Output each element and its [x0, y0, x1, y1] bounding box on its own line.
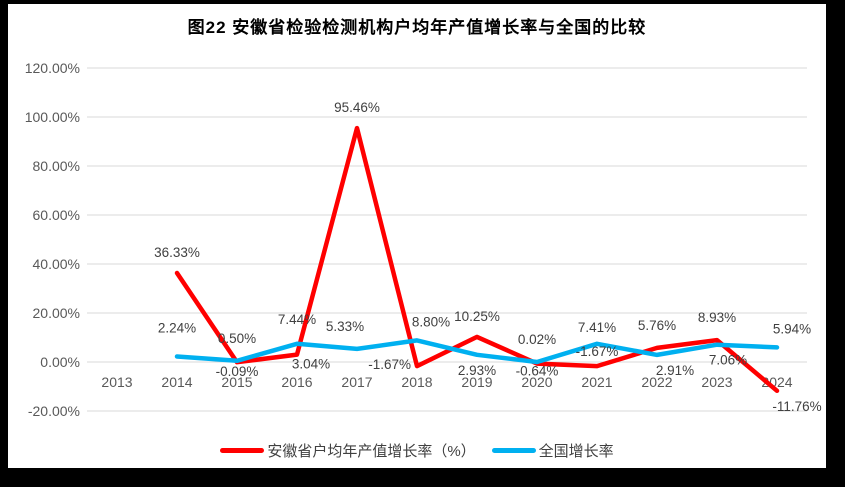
x-tick-label: 2015: [221, 374, 252, 390]
data-label-series-1: 7.44%: [278, 312, 316, 327]
legend-swatch-national-icon: [491, 448, 536, 453]
y-tick-label: 120.00%: [25, 60, 80, 76]
y-tick-label: 60.00%: [33, 207, 80, 223]
x-tick-label: 2013: [101, 374, 132, 390]
legend: 安徽省户均年产值增长率（%） 全国增长率: [8, 440, 826, 461]
legend-label-anhui: 安徽省户均年产值增长率（%）: [267, 443, 476, 460]
data-label-series-0: 8.93%: [698, 310, 736, 325]
data-label-series-0: 95.46%: [334, 100, 380, 115]
data-label-series-1: 0.02%: [518, 332, 556, 347]
x-tick-label: 2023: [701, 374, 732, 390]
data-label-series-0: 10.25%: [454, 309, 500, 324]
data-label-series-0: 5.76%: [638, 318, 676, 333]
legend-item-national: 全国增长率: [491, 440, 614, 461]
data-label-series-0: -1.67%: [368, 357, 411, 372]
x-tick-label: 2016: [281, 374, 312, 390]
data-label-series-0: 3.04%: [292, 357, 330, 372]
data-label-series-0: -1.67%: [576, 344, 619, 359]
data-label-series-1: 2.91%: [656, 363, 694, 378]
data-label-series-1: 5.94%: [773, 321, 811, 336]
y-tick-label: 100.00%: [25, 109, 80, 125]
data-label-series-1: 2.24%: [158, 321, 196, 336]
chart-frame: [8, 4, 826, 468]
y-tick-label: 40.00%: [33, 256, 80, 272]
x-tick-label: 2021: [581, 374, 612, 390]
legend-item-anhui: 安徽省户均年产值增长率（%）: [220, 440, 476, 461]
data-label-series-0: -0.64%: [516, 364, 559, 379]
data-label-series-0: -11.76%: [772, 399, 821, 414]
legend-swatch-anhui-icon: [220, 448, 265, 453]
x-tick-label: 2014: [161, 374, 192, 390]
data-label-series-0: 36.33%: [154, 245, 200, 260]
series-line-0: [174, 125, 780, 394]
x-tick-label: 2018: [401, 374, 432, 390]
data-label-series-1: 7.06%: [709, 353, 747, 368]
y-tick-label: 80.00%: [33, 158, 80, 174]
legend-label-national: 全国增长率: [538, 443, 614, 460]
x-tick-label: 2017: [341, 374, 372, 390]
y-tick-label: -20.00%: [28, 403, 80, 419]
y-tick-label: 20.00%: [33, 305, 80, 321]
y-tick-label: 0.00%: [40, 354, 80, 370]
x-tick-label: 2022: [641, 374, 672, 390]
data-label-series-0: -0.09%: [216, 364, 259, 379]
data-label-series-1: 2.93%: [458, 363, 496, 378]
series-line-1: [174, 338, 780, 365]
data-label-series-1: 0.50%: [218, 331, 256, 346]
chart-title: 图22 安徽省检验检测机构户均年产值增长率与全国的比较: [187, 18, 647, 37]
data-label-series-1: 7.41%: [578, 320, 616, 335]
x-tick-label: 2019: [461, 374, 492, 390]
data-label-series-1: 8.80%: [412, 314, 450, 329]
data-label-series-1: 5.33%: [326, 319, 364, 334]
x-tick-label: 2020: [521, 374, 552, 390]
